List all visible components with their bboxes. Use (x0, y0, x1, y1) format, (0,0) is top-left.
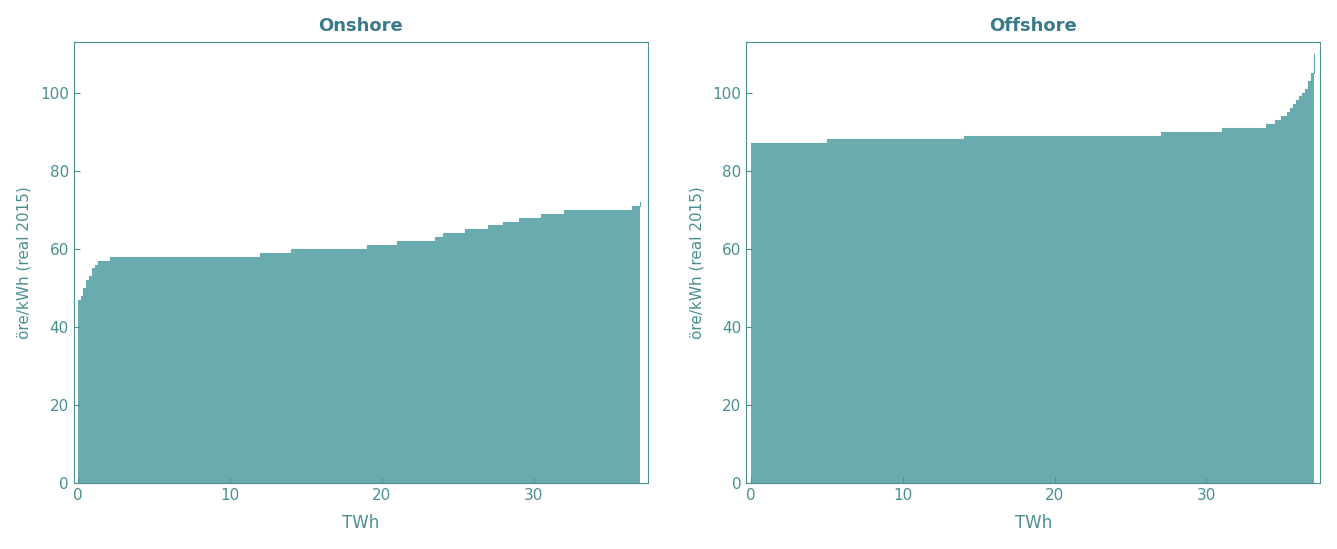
X-axis label: TWh: TWh (342, 514, 380, 533)
Y-axis label: öre/kWh (real 2015): öre/kWh (real 2015) (690, 186, 705, 339)
Title: Onshore: Onshore (318, 16, 402, 35)
X-axis label: TWh: TWh (1015, 514, 1052, 533)
Title: Offshore: Offshore (989, 16, 1078, 35)
Polygon shape (751, 53, 1314, 483)
Polygon shape (79, 202, 640, 483)
Y-axis label: öre/kWh (real 2015): öre/kWh (real 2015) (16, 186, 32, 339)
